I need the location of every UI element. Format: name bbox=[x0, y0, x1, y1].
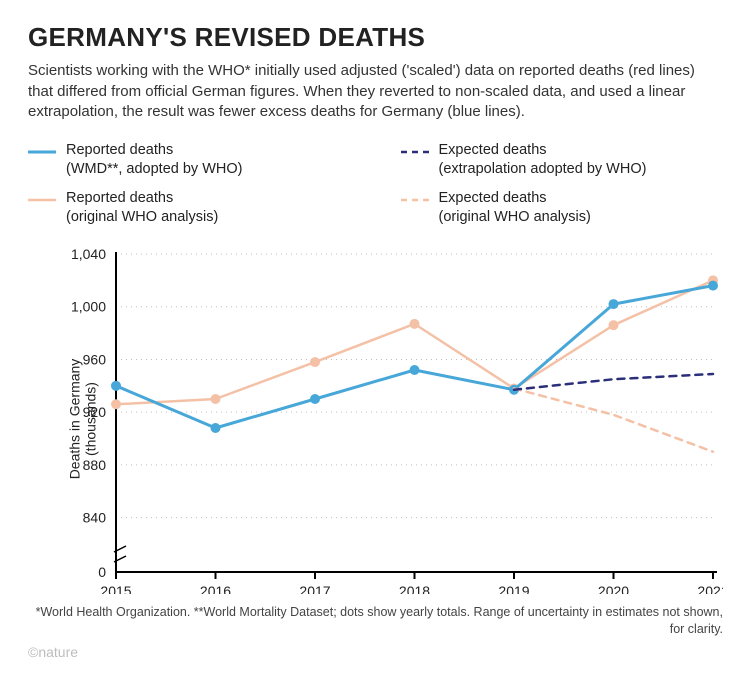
legend-swatch bbox=[401, 193, 429, 207]
marker bbox=[310, 358, 320, 368]
x-tick-label: 2020 bbox=[598, 583, 629, 594]
marker bbox=[211, 423, 221, 433]
x-tick-label: 2017 bbox=[299, 583, 330, 594]
legend-item: Expected deaths(extrapolation adopted by… bbox=[401, 141, 724, 179]
x-tick-label: 2021 bbox=[697, 583, 723, 594]
legend-swatch bbox=[28, 193, 56, 207]
y-tick-label: 1,000 bbox=[71, 299, 106, 315]
footnote-text: *World Health Organization. **World Mort… bbox=[28, 604, 723, 638]
subtitle-text: Scientists working with the WHO* initial… bbox=[28, 61, 723, 123]
legend-item: Expected deaths(original WHO analysis) bbox=[401, 189, 724, 227]
legend-item: Reported deaths(WMD**, adopted by WHO) bbox=[28, 141, 351, 179]
y-tick-label: 840 bbox=[83, 510, 107, 526]
y-zero-label: 0 bbox=[98, 564, 106, 580]
legend: Reported deaths(WMD**, adopted by WHO) Ex… bbox=[28, 141, 723, 226]
legend-item: Reported deaths(original WHO analysis) bbox=[28, 189, 351, 227]
x-tick-label: 2016 bbox=[200, 583, 231, 594]
marker bbox=[410, 319, 420, 329]
legend-swatch bbox=[28, 145, 56, 159]
marker bbox=[111, 400, 121, 410]
x-tick-label: 2018 bbox=[399, 583, 430, 594]
marker bbox=[111, 381, 121, 391]
chart-container: Deaths in Germany(thousands) 84088092096… bbox=[28, 244, 723, 594]
marker bbox=[708, 281, 718, 291]
legend-label: Reported deaths(WMD**, adopted by WHO) bbox=[66, 141, 242, 179]
y-tick-label: 1,040 bbox=[71, 246, 106, 262]
marker bbox=[310, 394, 320, 404]
marker bbox=[211, 394, 221, 404]
legend-label: Reported deaths(original WHO analysis) bbox=[66, 189, 218, 227]
series-expected-original-who bbox=[514, 389, 713, 452]
legend-swatch bbox=[401, 145, 429, 159]
marker bbox=[410, 365, 420, 375]
credit-label: ©nature bbox=[28, 644, 78, 660]
series-reported-original-who bbox=[116, 281, 713, 405]
page-title: GERMANY'S REVISED DEATHS bbox=[28, 22, 723, 53]
line-chart: 8408809209601,0001,040020152016201720182… bbox=[28, 244, 723, 594]
x-tick-label: 2015 bbox=[100, 583, 131, 594]
marker bbox=[609, 321, 619, 331]
x-tick-label: 2019 bbox=[498, 583, 529, 594]
y-axis-label: Deaths in Germany(thousands) bbox=[66, 359, 98, 480]
series-reported-wmd-who bbox=[116, 286, 713, 428]
marker bbox=[609, 300, 619, 310]
legend-label: Expected deaths(extrapolation adopted by… bbox=[439, 141, 647, 179]
series-expected-extrapolation-who bbox=[514, 374, 713, 390]
legend-label: Expected deaths(original WHO analysis) bbox=[439, 189, 591, 227]
